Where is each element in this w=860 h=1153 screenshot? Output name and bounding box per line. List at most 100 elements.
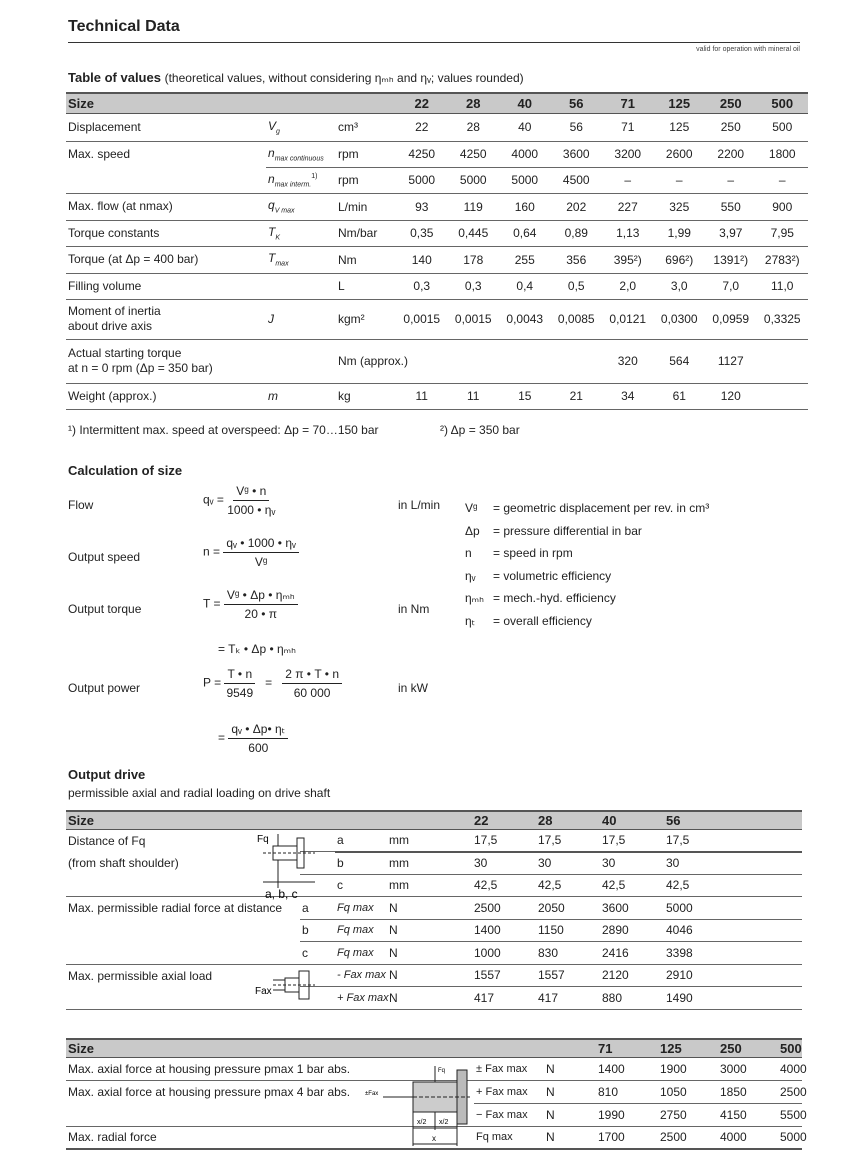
lhs: T = xyxy=(203,596,221,611)
row-value: 1900 xyxy=(658,1057,718,1081)
row-unit: Nm/bar xyxy=(336,220,396,247)
row-label: Max. flow (at nmax) xyxy=(66,193,266,221)
row-label xyxy=(66,167,266,194)
row-value: 42,5 xyxy=(472,874,536,897)
row-value: 22 xyxy=(396,113,448,142)
table-row: Max. axial force at housing pressure pma… xyxy=(66,1057,807,1081)
row-value: 356 xyxy=(550,246,602,274)
row-symbol: nmax interm.1) xyxy=(266,167,336,194)
row-value: 2750 xyxy=(658,1103,718,1127)
torque-alt-formula: = Tₖ • Δp • ηₘₕ xyxy=(218,642,296,656)
power-formula: P = T • n 9549 = 2 π • T • n 60 000 xyxy=(203,667,342,700)
row-value: 1,13 xyxy=(602,220,654,247)
row-value: 2200 xyxy=(705,141,757,168)
table-header-row: Size 22 28 40 56 71 125 250 500 xyxy=(66,92,808,114)
row-unit: rpm xyxy=(336,167,396,194)
row-unit: kgm² xyxy=(336,299,396,340)
row-label xyxy=(66,986,300,1010)
row-value: 3000 xyxy=(718,1057,778,1081)
row-value: 0,0043 xyxy=(499,299,551,340)
row-value: 0,5 xyxy=(550,273,602,300)
table-row: Torque (at Δp = 400 bar) Tmax Nm 140 178 255 3… xyxy=(66,246,808,274)
radial-force-label: Fq xyxy=(438,1068,445,1074)
row-value: 550 xyxy=(705,193,757,221)
row-value: 17,5 xyxy=(536,829,600,853)
shaft-radial-diagram: Fq a, b, c xyxy=(257,834,315,901)
housing-shaft-diagram: Fq ±Fax x/2 x/2 x xyxy=(365,1066,470,1146)
table-row: Filling volume L 0,3 0,3 0,4 0,5 2,0 3,0 7,0 11,0 xyxy=(66,273,808,300)
row-value: 0,0015 xyxy=(396,299,448,340)
row-symbol: + Fax max xyxy=(474,1080,544,1104)
table-of-values: Size 22 28 40 56 71 125 250 500 Displacement Vg cm³… xyxy=(66,92,808,410)
numerator: Vᵍ • n xyxy=(233,484,270,501)
row-value: 93 xyxy=(396,193,448,221)
row-value: 11,0 xyxy=(756,273,808,300)
row-symbol: m xyxy=(266,383,336,410)
row-value: 2910 xyxy=(664,964,802,987)
row-value: 42,5 xyxy=(536,874,600,897)
row-label: Torque (at Δp = 400 bar) xyxy=(66,246,266,274)
legend-symbol: Δp xyxy=(465,523,480,538)
row-value: 5000 xyxy=(447,167,499,194)
size-125: 125 xyxy=(658,1038,718,1058)
row-value: 564 xyxy=(653,339,705,384)
row-symbol: c xyxy=(335,874,387,897)
torque-unit: in Nm xyxy=(398,602,430,616)
validity-note: valid for operation with mineral oil xyxy=(696,46,800,53)
row-label: Weight (approx.) xyxy=(66,383,266,410)
legend-symbol: ηₜ xyxy=(465,613,476,628)
table-row: Displacement Vg cm³ 22 28 40 56 71 125 250 500 xyxy=(66,113,808,142)
row-label xyxy=(66,1103,474,1127)
housing-pressure-table: Size 71 125 250 500 Max. axial force at housi… xyxy=(66,1038,807,1150)
legend-item: n = speed in rpm xyxy=(465,542,709,565)
row-value xyxy=(499,339,551,384)
force-label: Fq xyxy=(257,834,269,845)
row-symbol: J xyxy=(266,299,336,340)
row-value xyxy=(756,339,808,384)
torque-label: Output torque xyxy=(68,602,142,616)
torque-formula: T = Vᵍ • Δp • ηₘₕ 20 • π xyxy=(203,588,298,621)
size-40: 40 xyxy=(499,92,551,114)
legend-description: = volumetric efficiency xyxy=(493,568,612,583)
row-label xyxy=(66,874,300,897)
row-symbol: − Fax max xyxy=(474,1103,544,1127)
table-of-values-heading: Table of values (theoretical values, wit… xyxy=(68,70,524,85)
row-value: 0,89 xyxy=(550,220,602,247)
row-value: 40 xyxy=(499,113,551,142)
size-500: 500 xyxy=(756,92,808,114)
row-symbol xyxy=(266,339,336,384)
speed-formula: n = qᵥ • 1000 • ηᵥ Vᵍ xyxy=(203,536,299,569)
row-symbol: + Fax max xyxy=(335,986,389,1010)
blank xyxy=(266,92,336,114)
title-rule xyxy=(68,42,800,43)
lhs: P = xyxy=(203,675,222,690)
row-value: 1850 xyxy=(718,1080,778,1104)
row-label xyxy=(66,941,300,965)
row-value xyxy=(550,339,602,384)
row-value: 1700 xyxy=(596,1126,658,1150)
row-unit: L xyxy=(336,273,396,300)
row-label: (from shaft shoulder) xyxy=(68,855,179,870)
denominator: 20 • π xyxy=(244,607,278,621)
row-label: Displacement xyxy=(66,113,266,142)
row-value: 21 xyxy=(550,383,602,410)
page-title: Technical Data xyxy=(68,18,180,35)
row-value: 5000 xyxy=(499,167,551,194)
row-symbol: Vg xyxy=(266,113,336,142)
row-value: 61 xyxy=(653,383,705,410)
row-value: 325 xyxy=(653,193,705,221)
row-value: 3200 xyxy=(602,141,654,168)
row-value: 810 xyxy=(596,1080,658,1104)
row-value: 15 xyxy=(499,383,551,410)
row-label: Filling volume xyxy=(66,273,266,300)
size-125: 125 xyxy=(653,92,705,114)
legend-symbol: ηᵥ xyxy=(465,568,476,583)
row-unit: N xyxy=(387,919,472,942)
table-row: Weight (approx.) m kg 11 11 15 21 34 61 120 xyxy=(66,383,808,410)
table-row: Max. speed nmax continuous rpm 4250 4250 4000… xyxy=(66,141,808,168)
row-value: 3600 xyxy=(550,141,602,168)
legend-description: = overall efficiency xyxy=(493,613,592,628)
row-label: Max. axial force at housing pressure pma… xyxy=(68,1084,351,1099)
row-label: Max. speed xyxy=(68,146,131,161)
